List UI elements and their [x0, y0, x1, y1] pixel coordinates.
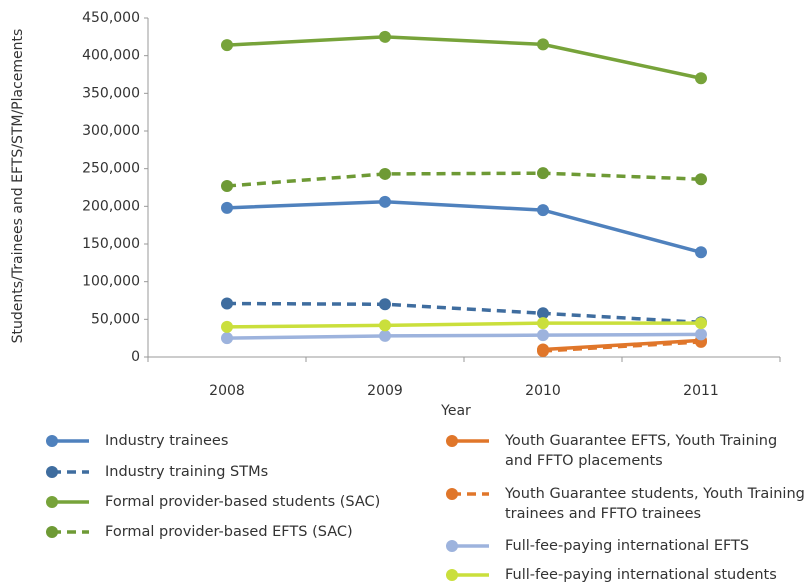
y-tick-label: 50,000 [91, 311, 140, 327]
y-tick-label: 300,000 [82, 123, 140, 139]
data-point [537, 329, 549, 342]
x-tick-label: 2008 [209, 383, 245, 399]
series-line [226, 332, 702, 340]
legend-dot [46, 496, 58, 508]
x-axis-label: Year [440, 403, 471, 419]
legend-item: Youth Guarantee EFTS, Youth Training and… [445, 431, 805, 471]
legend-swatch [46, 526, 89, 538]
x-tick-label: 2010 [525, 383, 561, 399]
legend-item: Youth Guarantee students, Youth Training… [445, 484, 805, 524]
legend-swatch [446, 435, 489, 447]
y-tick-label: 0 [131, 349, 140, 365]
data-point [221, 39, 233, 52]
x-tick-label: 2009 [367, 383, 403, 399]
data-point [379, 298, 391, 311]
data-point [379, 319, 391, 332]
y-tick-label: 100,000 [82, 274, 140, 290]
legend-dot [46, 466, 58, 478]
legend-dot [446, 540, 458, 552]
data-point [221, 320, 233, 333]
legend-dot [446, 488, 458, 500]
y-tick-label: 150,000 [82, 236, 140, 252]
data-point [379, 30, 391, 43]
legend-label: Full-fee-paying international EFTS [505, 538, 750, 554]
data-point [221, 201, 233, 214]
data-point [695, 317, 707, 330]
legend-swatch [446, 540, 489, 552]
legend-item: Formal provider-based students (SAC) [45, 492, 425, 512]
legend-item: Industry training STMs [45, 462, 425, 482]
data-point [379, 329, 391, 342]
data-point [695, 246, 707, 259]
legend-dot [46, 435, 58, 447]
legend-label: Youth Guarantee students, Youth Training… [505, 486, 805, 522]
data-point [695, 328, 707, 341]
data-point [221, 179, 233, 192]
data-point [537, 38, 549, 51]
y-tick-label: 200,000 [82, 198, 140, 214]
legend-dot [46, 526, 58, 538]
data-point [379, 195, 391, 208]
legend-item: Full-fee-paying international EFTS [445, 536, 805, 556]
series-line [226, 321, 701, 329]
legend-label: Youth Guarantee EFTS, Youth Training and… [505, 433, 778, 469]
legend-label: Industry training STMs [105, 464, 269, 480]
series-line [226, 171, 702, 188]
data-point [537, 317, 549, 330]
legend-swatch [446, 569, 489, 581]
series-line [226, 35, 702, 80]
legend-swatch [46, 466, 89, 478]
chart: Year Students/Trainees and EFTS/STM/Plac… [10, 10, 781, 419]
legend-label: Formal provider-based EFTS (SAC) [105, 524, 353, 540]
legend-dot [446, 569, 458, 581]
series-line [542, 340, 702, 353]
y-tick-label: 250,000 [82, 161, 140, 177]
y-tick-label: 350,000 [82, 85, 140, 101]
legend-swatch [46, 435, 89, 447]
legend-item: Industry trainees [45, 431, 425, 451]
y-tick-label: 400,000 [82, 48, 140, 64]
data-point [537, 204, 549, 217]
legend-dot [446, 435, 458, 447]
legend-label: Industry trainees [105, 433, 229, 449]
data-point [537, 167, 549, 180]
data-point [221, 332, 233, 345]
legend-item: Full-fee-paying international students [445, 565, 805, 584]
legend-swatch [446, 488, 489, 500]
data-point [221, 297, 233, 310]
series-line [226, 200, 702, 254]
data-point [537, 307, 549, 320]
data-point [537, 344, 549, 357]
y-tick-label: 450,000 [82, 10, 140, 26]
data-point [695, 173, 707, 186]
y-axis-label: Students/Trainees and EFTS/STM/Placement… [10, 29, 26, 344]
data-point [695, 72, 707, 85]
legend-item: Formal provider-based EFTS (SAC) [45, 522, 425, 542]
data-point [379, 167, 391, 180]
legend-swatch [46, 496, 89, 508]
x-tick-label: 2011 [683, 383, 719, 399]
series-line [226, 301, 702, 325]
legend-label: Full-fee-paying international students [505, 567, 777, 583]
legend-label: Formal provider-based students (SAC) [105, 494, 381, 510]
